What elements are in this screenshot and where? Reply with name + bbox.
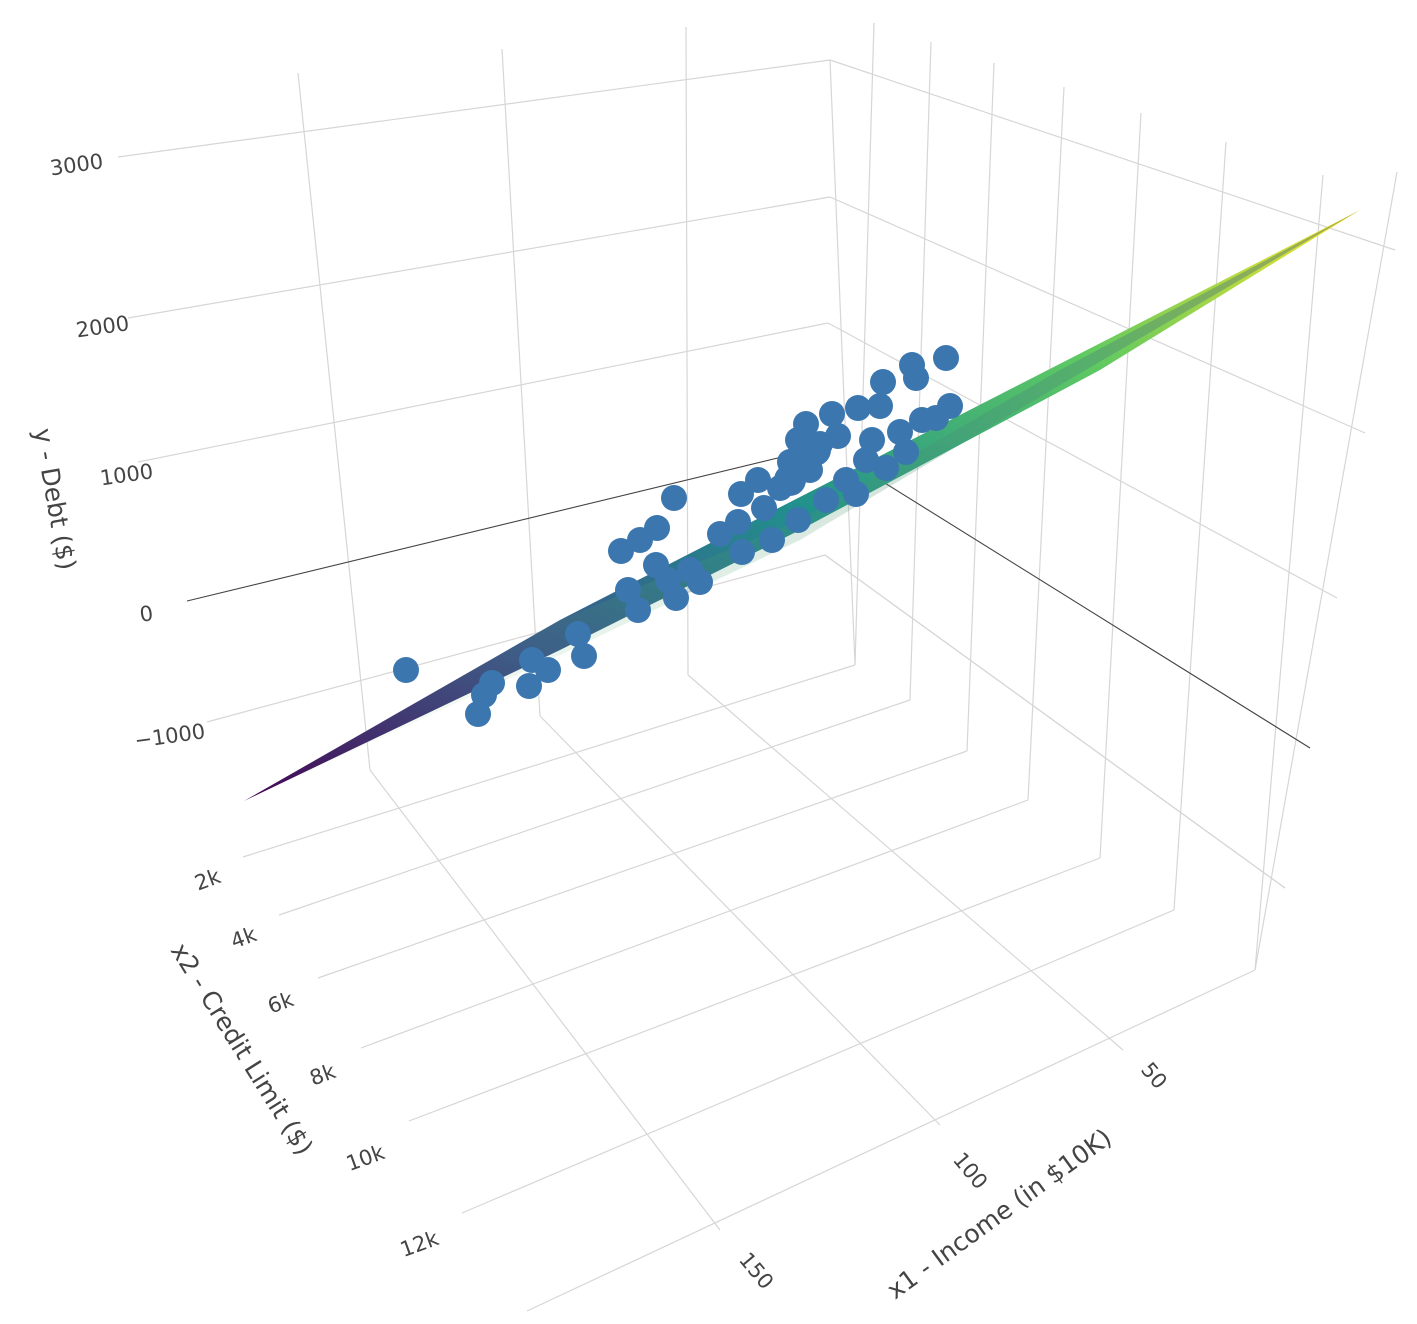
back-wall-right-grid <box>824 22 1398 971</box>
y-tick: 4k <box>228 922 261 954</box>
z-tick: 2000 <box>74 311 130 342</box>
x-tick: 150 <box>734 1248 778 1294</box>
zero-lines <box>186 454 1311 749</box>
y-tick: 12k <box>397 1226 443 1262</box>
y-tick: 6k <box>265 987 298 1019</box>
data-points <box>393 345 963 727</box>
y-tick: 10k <box>343 1140 389 1176</box>
z-tick: 1000 <box>98 459 154 490</box>
z-tick: −1000 <box>133 719 207 753</box>
floor-grid <box>242 554 1286 1312</box>
z-tick: 0 <box>138 601 155 627</box>
x-tick: 100 <box>948 1148 992 1194</box>
regression-surface <box>244 210 1360 801</box>
y-axis-ticks: 2k 4k 6k 8k 10k 12k <box>192 864 443 1262</box>
x-tick: 50 <box>1136 1058 1172 1094</box>
back-wall-left-grid <box>117 26 856 771</box>
x-axis-title: x1 - Income (in $10K) <box>881 1123 1116 1305</box>
y-axis-title: x2 - Credit Limit ($) <box>165 938 319 1160</box>
y-tick: 2k <box>192 864 225 896</box>
z-axis-title: y - Debt ($) <box>28 426 81 572</box>
z-axis-ticks: 3000 2000 1000 0 −1000 <box>48 149 206 753</box>
z-tick: 3000 <box>48 149 104 180</box>
y-tick: 8k <box>307 1059 340 1091</box>
